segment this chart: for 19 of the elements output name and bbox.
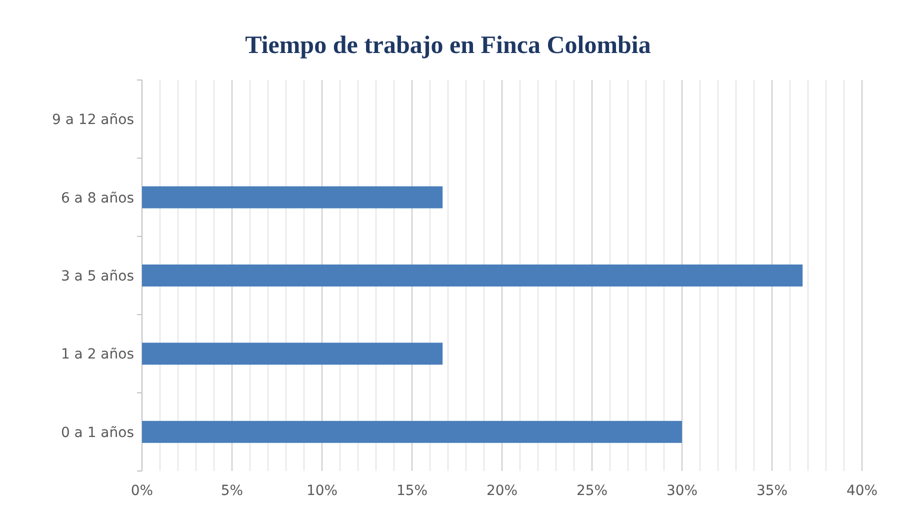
x-tick-label: 5% (220, 483, 244, 499)
bar (142, 186, 443, 208)
bar (142, 342, 443, 365)
x-tick-label: 0% (130, 483, 154, 499)
x-tick-label: 10% (306, 483, 338, 499)
x-tick-label: 15% (396, 483, 428, 499)
bar (142, 264, 803, 286)
x-tick-label: 25% (576, 483, 608, 499)
y-tick-label: 0 a 1 años (60, 424, 134, 441)
y-tick-label: 1 a 2 años (60, 346, 134, 363)
y-tick-label: 3 a 5 años (60, 268, 134, 284)
y-tick-label: 9 a 12 años (52, 112, 134, 128)
x-tick-label: 35% (756, 483, 788, 499)
chart-title: Tiempo de trabajo en Finca Colombia (245, 32, 652, 59)
x-tick-label: 40% (846, 483, 878, 499)
x-tick-label: 30% (666, 483, 698, 499)
x-tick-label: 20% (486, 483, 518, 499)
y-tick-label: 6 a 8 años (60, 190, 134, 206)
bar (142, 420, 682, 443)
